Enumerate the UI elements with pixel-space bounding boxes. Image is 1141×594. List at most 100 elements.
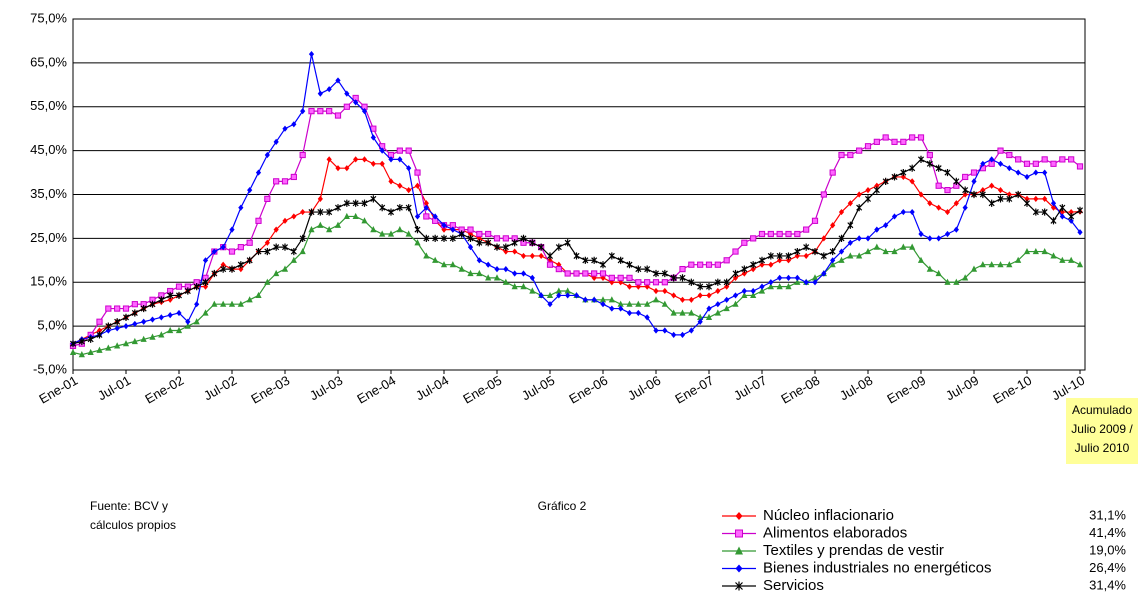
data-point [626,283,633,290]
data-point [131,309,138,317]
data-point [238,204,244,211]
data-point [715,287,721,295]
data-point [962,204,968,211]
data-point [140,304,147,313]
data-point [432,256,439,263]
data-point [432,234,439,242]
data-point [599,261,607,269]
data-point [900,208,906,216]
data-point [856,191,862,198]
data-point [193,283,200,291]
data-point [1050,204,1057,211]
data-point [476,269,483,277]
data-point [750,261,757,269]
data-point [1006,151,1013,159]
data-point [917,134,925,141]
data-point [273,226,279,233]
data-point [652,279,660,286]
data-point [1015,256,1022,263]
data-point [891,138,898,145]
x-tick-label: Ene-01 [36,373,80,407]
accumulated-value: 26,4% [1089,560,1126,575]
data-point [255,291,262,299]
data-point [175,283,183,290]
data-point [1050,200,1057,207]
data-point [555,265,562,273]
data-point [229,226,235,233]
data-point [573,270,580,277]
data-point [882,134,889,141]
source: Fuente: BCV y [90,499,168,513]
data-point [883,222,889,229]
data-point [414,213,421,220]
data-point [546,291,554,299]
data-point [353,156,359,163]
data-point [962,191,968,198]
data-point [502,278,509,285]
data-point [970,169,978,176]
data-point [723,304,730,312]
data-point [1041,208,1048,216]
x-tick-label: Ene-02 [142,373,186,407]
data-point [944,230,951,238]
data-point [838,256,845,263]
data-point [396,204,403,212]
data-point [873,186,880,194]
data-point [653,287,659,295]
data-point [803,243,810,251]
legend-marker [735,546,743,555]
data-point [370,195,377,203]
accumulated-header: Julio 2009 / [1071,422,1133,436]
data-point [724,296,730,303]
data-point [405,204,412,212]
data-point [105,327,111,334]
data-point [962,186,969,194]
data-point [176,309,182,317]
data-point [237,261,244,269]
data-point [273,243,280,251]
data-point [538,252,544,260]
data-point [979,190,986,199]
legend-label: Alimentos elaborados [763,524,907,541]
data-point [237,244,244,251]
data-point [918,230,924,238]
y-tick-label: 45,0% [30,142,67,157]
x-tick-label: Ene-07 [672,373,716,407]
x-tick-label: Ene-06 [566,373,610,407]
data-point [864,195,872,203]
x-tick-label: Ene-05 [460,373,504,407]
data-point [467,234,474,242]
data-point [238,265,244,273]
legend-marker [735,529,743,538]
data-point [1068,217,1074,224]
data-point [918,191,924,198]
data-point [202,257,209,264]
data-point [874,226,880,233]
data-point [220,261,226,268]
data-point [485,239,492,247]
data-point [830,222,836,229]
data-point [847,239,853,246]
data-point [618,305,624,312]
data-point [353,99,359,106]
data-point [838,208,845,216]
data-point [732,269,739,278]
data-point [706,292,712,299]
data-point [220,244,226,251]
data-point [785,274,792,281]
data-point [944,278,951,285]
data-point [724,283,730,290]
data-point [830,257,836,264]
x-tick-label: Jul-01 [95,373,133,404]
data-point [900,168,907,177]
accumulated-value: 19,0% [1089,542,1126,557]
data-point [237,300,244,307]
data-point [264,195,271,202]
data-point [397,156,403,163]
data-point [546,261,554,268]
series-line [72,97,1081,347]
data-point [449,261,456,268]
data-point [1006,261,1013,268]
data-point [344,165,350,172]
data-point [87,348,94,356]
